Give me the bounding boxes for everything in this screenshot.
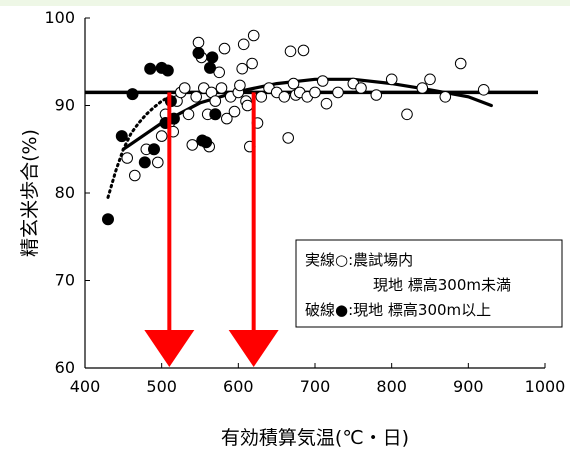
x-tick-label: 600 (223, 377, 254, 396)
filled-point (126, 88, 139, 101)
arrows-layer (144, 92, 279, 367)
open-point (282, 132, 295, 144)
open-point (309, 86, 321, 99)
open-point (228, 105, 241, 118)
filled-point (102, 213, 114, 226)
open-point (155, 130, 168, 142)
open-point (416, 82, 429, 94)
filled-point (148, 143, 160, 156)
open-point (297, 44, 310, 57)
y-axis-label: 精玄米歩合(%) (19, 129, 41, 257)
legend-line-2: 現地 標高300m未満 (373, 276, 511, 294)
open-point (182, 108, 195, 121)
open-point (287, 77, 300, 90)
open-point (186, 139, 199, 151)
y-tick-label: 60 (55, 358, 75, 377)
legend: 実線○:農試場内 現地 標高300m未満 破線●:現地 標高300m以上 (295, 239, 563, 328)
open-point (401, 108, 413, 121)
legend-line-3: 破線●:現地 標高300m以上 (305, 301, 491, 319)
x-tick-label: 500 (146, 377, 177, 396)
filled-point (161, 64, 174, 77)
open-point (439, 91, 452, 103)
open-point (221, 112, 233, 125)
open-point (332, 86, 344, 99)
open-point (234, 79, 246, 92)
open-point (355, 82, 367, 94)
open-point (278, 91, 291, 103)
open-point (237, 38, 250, 51)
filled-point (115, 130, 128, 143)
open-point (477, 84, 490, 96)
x-tick-label: 800 (376, 377, 407, 396)
open-point (190, 91, 202, 103)
open-point (218, 42, 231, 55)
open-point (320, 97, 333, 110)
open-point (178, 82, 191, 94)
open-point (129, 169, 141, 182)
open-point (241, 99, 254, 112)
legend-line-1: 実線○:農試場内 (305, 251, 413, 269)
open-point (192, 36, 205, 49)
open-point (255, 91, 268, 103)
tick-labels-layer: 400 500 600 700 800 900 1000 60 70 80 90 100 (44, 8, 565, 396)
y-tick-label: 70 (55, 271, 75, 290)
x-tick-label: 700 (300, 377, 331, 396)
y-tick-label: 90 (55, 96, 75, 115)
open-point (215, 82, 228, 94)
open-point (236, 62, 248, 75)
open-point (246, 57, 258, 70)
legend-box (295, 239, 563, 328)
y-tick-label: 100 (44, 8, 75, 27)
open-point (152, 156, 164, 169)
x-tick-label: 400 (70, 377, 101, 396)
x-tick-label: 900 (453, 377, 484, 396)
open-point (284, 45, 297, 58)
filled-points-layer (102, 47, 222, 226)
open-point (370, 89, 383, 101)
filled-point (209, 108, 222, 121)
arrow-head (228, 330, 279, 367)
open-point (247, 29, 260, 42)
open-point (454, 57, 467, 70)
filled-point (192, 47, 205, 59)
arrow-head (144, 330, 195, 367)
open-point (385, 73, 398, 86)
x-tick-label: 1000 (525, 377, 566, 396)
open-point (424, 73, 436, 86)
top-strip (0, 0, 570, 6)
dotted-curve (106, 95, 171, 199)
filled-point (204, 61, 216, 74)
filled-point (200, 136, 213, 149)
open-points-layer (121, 29, 490, 182)
filled-point (138, 156, 151, 169)
y-tick-label: 80 (55, 183, 75, 202)
x-axis-label: 有効積算気温(℃・日) (221, 427, 409, 449)
open-point (316, 75, 329, 87)
open-point (209, 95, 222, 107)
filled-point (206, 51, 219, 64)
axes-layer (84, 17, 546, 369)
open-point (121, 152, 133, 164)
filled-point (144, 62, 157, 75)
